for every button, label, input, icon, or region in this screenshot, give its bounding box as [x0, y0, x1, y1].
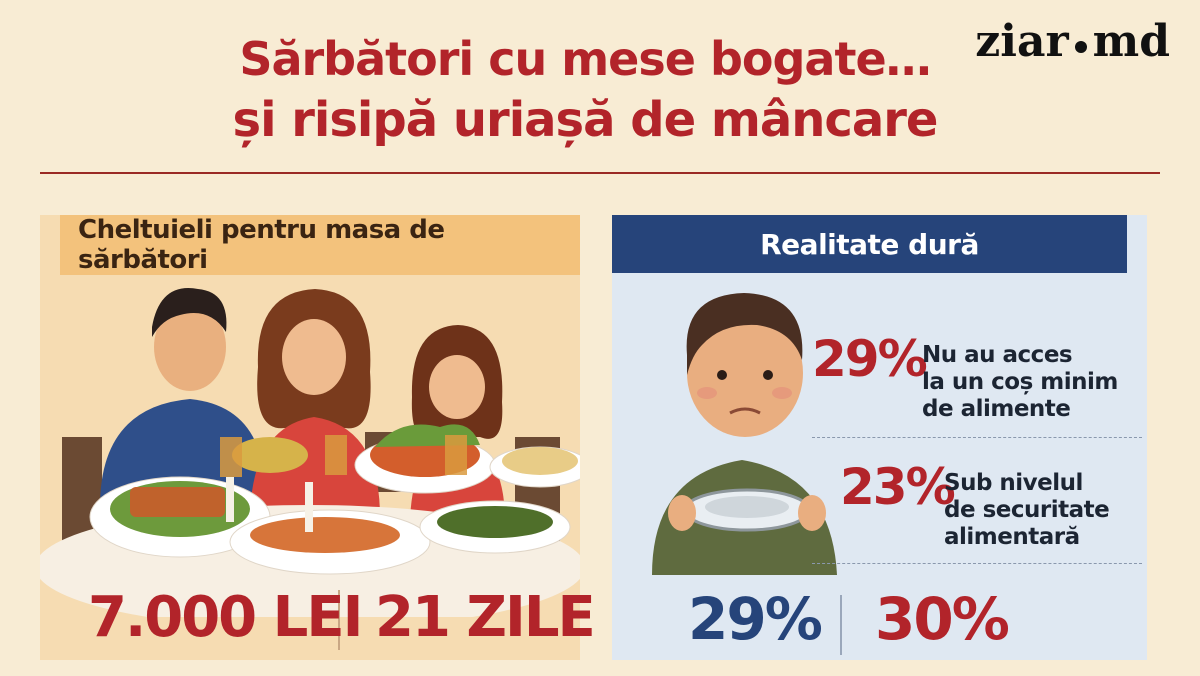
stat-text-line: Sub nivelul: [944, 470, 1083, 496]
stat-text-line: la un coș minim: [922, 369, 1118, 395]
title-divider: [40, 172, 1160, 174]
stat-percent-security: 23%: [840, 458, 956, 516]
bottom-stats-divider: [840, 595, 842, 655]
left-panel-heading: Cheltuieli pentru masa de sărbători: [78, 215, 445, 275]
stat-percent-access: 29%: [812, 330, 928, 388]
ziar-md-logo[interactable]: ziar md: [975, 16, 1170, 67]
stats-separator: [812, 437, 1142, 438]
logo-dot-icon: [1074, 40, 1087, 53]
family-dinner-illustration: [40, 288, 580, 617]
stat-text-line: de securitate: [944, 497, 1110, 523]
left-panel-header: Cheltuieli pentru masa de sărbători: [60, 215, 580, 275]
stat-text-line: Nu au acces: [922, 342, 1073, 368]
bottom-percent-red: 30%: [875, 585, 1010, 653]
stat-text-security: Sub nivelul de securitate alimentară: [944, 470, 1110, 551]
right-panel-header: Realitate dură: [612, 215, 1127, 273]
right-panel-heading: Realitate dură: [760, 227, 979, 261]
stat-text-line: alimentară: [944, 524, 1080, 550]
stats-separator-bottom: [812, 563, 1142, 564]
sad-boy-illustration: [652, 293, 837, 575]
stat-text-access: Nu au acces la un coș minim de alimente: [922, 342, 1118, 423]
stat-value-cost: 7.000 LEI: [88, 585, 363, 650]
logo-text-left: ziar: [975, 16, 1069, 67]
bottom-percent-blue: 29%: [688, 585, 823, 653]
left-panel: Cheltuieli pentru masa de sărbători: [40, 215, 580, 660]
logo-text-right: md: [1092, 16, 1170, 67]
stat-value-days: 21 ZILE: [375, 585, 596, 650]
title-line-1: Sărbători cu mese bogate…: [239, 32, 931, 86]
title-line-2: și risipă uriașă de mâncare: [232, 92, 939, 148]
stat-text-line: de alimente: [922, 396, 1071, 422]
right-panel: Realitate dură: [612, 215, 1147, 660]
left-stats-divider: [338, 590, 340, 650]
